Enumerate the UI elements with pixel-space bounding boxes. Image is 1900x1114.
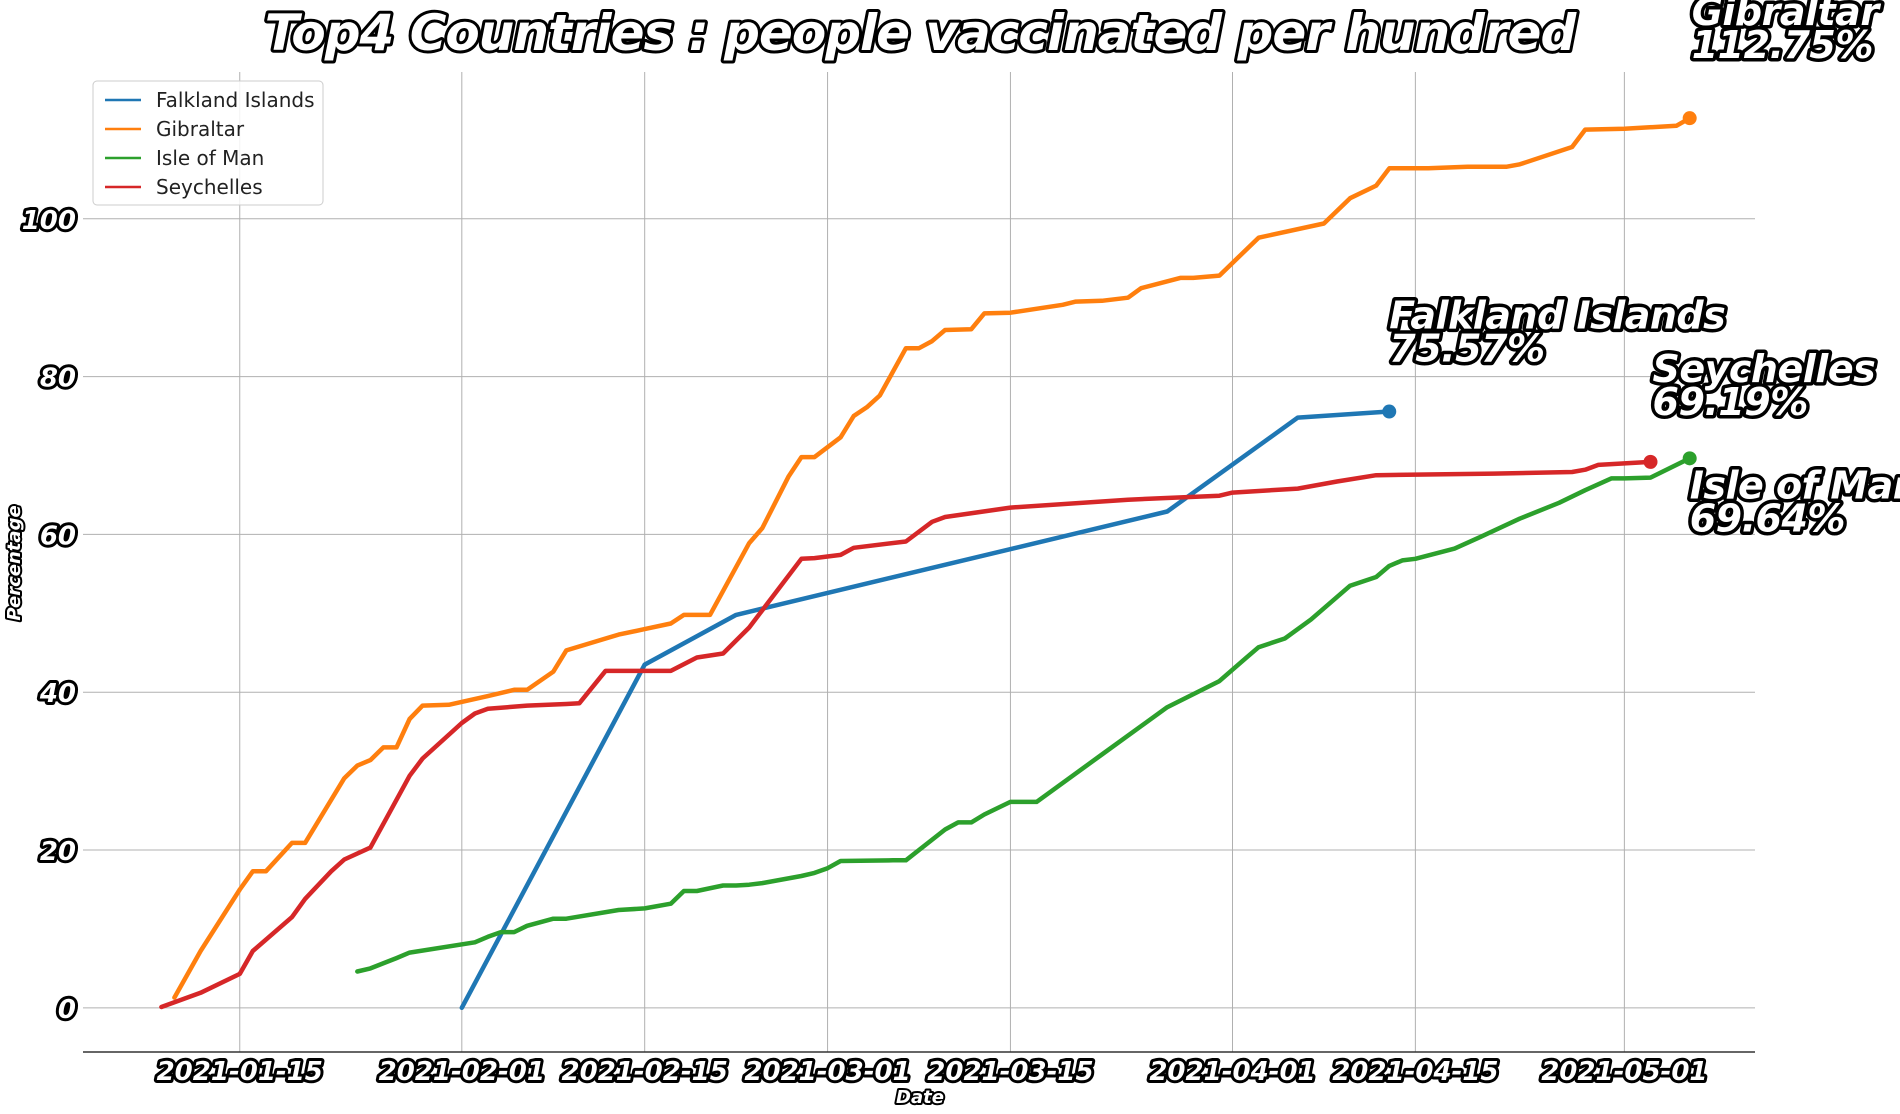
legend-item-seychelles: Seychelles — [105, 175, 263, 199]
legend-item-gibraltar: Gibraltar — [105, 117, 245, 141]
series-line-seychelles — [159, 459, 1653, 1010]
legend-box — [92, 80, 324, 206]
end-marker-isle-of-man — [1682, 451, 1697, 466]
legend: Falkland Islands Gibraltar Isle of Man Seyc… — [92, 80, 324, 206]
end-marker-gibraltar — [1682, 111, 1697, 126]
end-label-value: 69.19% — [1653, 380, 1808, 424]
x-tick-label: 2021-02-01 — [379, 1057, 545, 1087]
x-tick-label: 2021-04-01 — [1149, 1057, 1315, 1087]
end-label-value: 75.57% — [1389, 327, 1544, 371]
end-marker-seychelles — [1643, 454, 1658, 469]
x-tick-label: 2021-01-15 — [157, 1057, 323, 1087]
x-tick-label: 2021-02-15 — [562, 1057, 728, 1087]
legend-item-isle-of-man: Isle of Man — [105, 146, 264, 170]
chart-title: Top4 Countries : people vaccinated per h… — [265, 4, 1578, 62]
y-tick-label: 60 — [40, 521, 76, 551]
end-label-value: 69.64% — [1690, 496, 1845, 540]
y-tick-label: 100 — [22, 206, 76, 236]
x-tick-label: 2021-03-01 — [744, 1057, 910, 1087]
x-tick-label: 2021-03-15 — [927, 1057, 1093, 1087]
y-tick-label: 0 — [58, 995, 76, 1025]
y-tick-label: 80 — [40, 364, 76, 394]
legend-item-falkland-islands: Falkland Islands — [105, 88, 315, 112]
series-line-isle-of-man — [355, 456, 1692, 974]
end-label-value: 112.75% — [1692, 23, 1873, 67]
end-marker-falkland-islands — [1382, 404, 1397, 419]
series-line-falkland-islands — [459, 409, 1392, 1011]
x-axis-label: Date — [896, 1087, 944, 1108]
legend-label: Falkland Islands — [156, 88, 315, 112]
end-label-name: Gibraltar — [1692, 0, 1882, 34]
grid — [83, 72, 1755, 1052]
tick-labels: 2021-01-15 2021-02-01 2021-02-15 2021-03-01… — [19, 203, 1711, 1090]
end-label-name: Isle of Man — [1690, 463, 1900, 507]
end-label-name: Seychelles — [1653, 347, 1876, 391]
y-tick-label: 20 — [40, 837, 76, 867]
x-tick-label: 2021-04-15 — [1332, 1057, 1498, 1087]
x-tick-label: 2021-05-01 — [1541, 1057, 1707, 1087]
legend-label: Seychelles — [156, 175, 263, 199]
y-tick-label: 40 — [39, 679, 76, 709]
legend-label: Gibraltar — [156, 117, 245, 141]
series-line-gibraltar — [172, 115, 1692, 1000]
series-lines — [159, 115, 1692, 1011]
end-label-name: Falkland Islands — [1389, 294, 1725, 338]
legend-label: Isle of Man — [156, 146, 264, 170]
y-axis-label: Percentage — [4, 505, 25, 620]
